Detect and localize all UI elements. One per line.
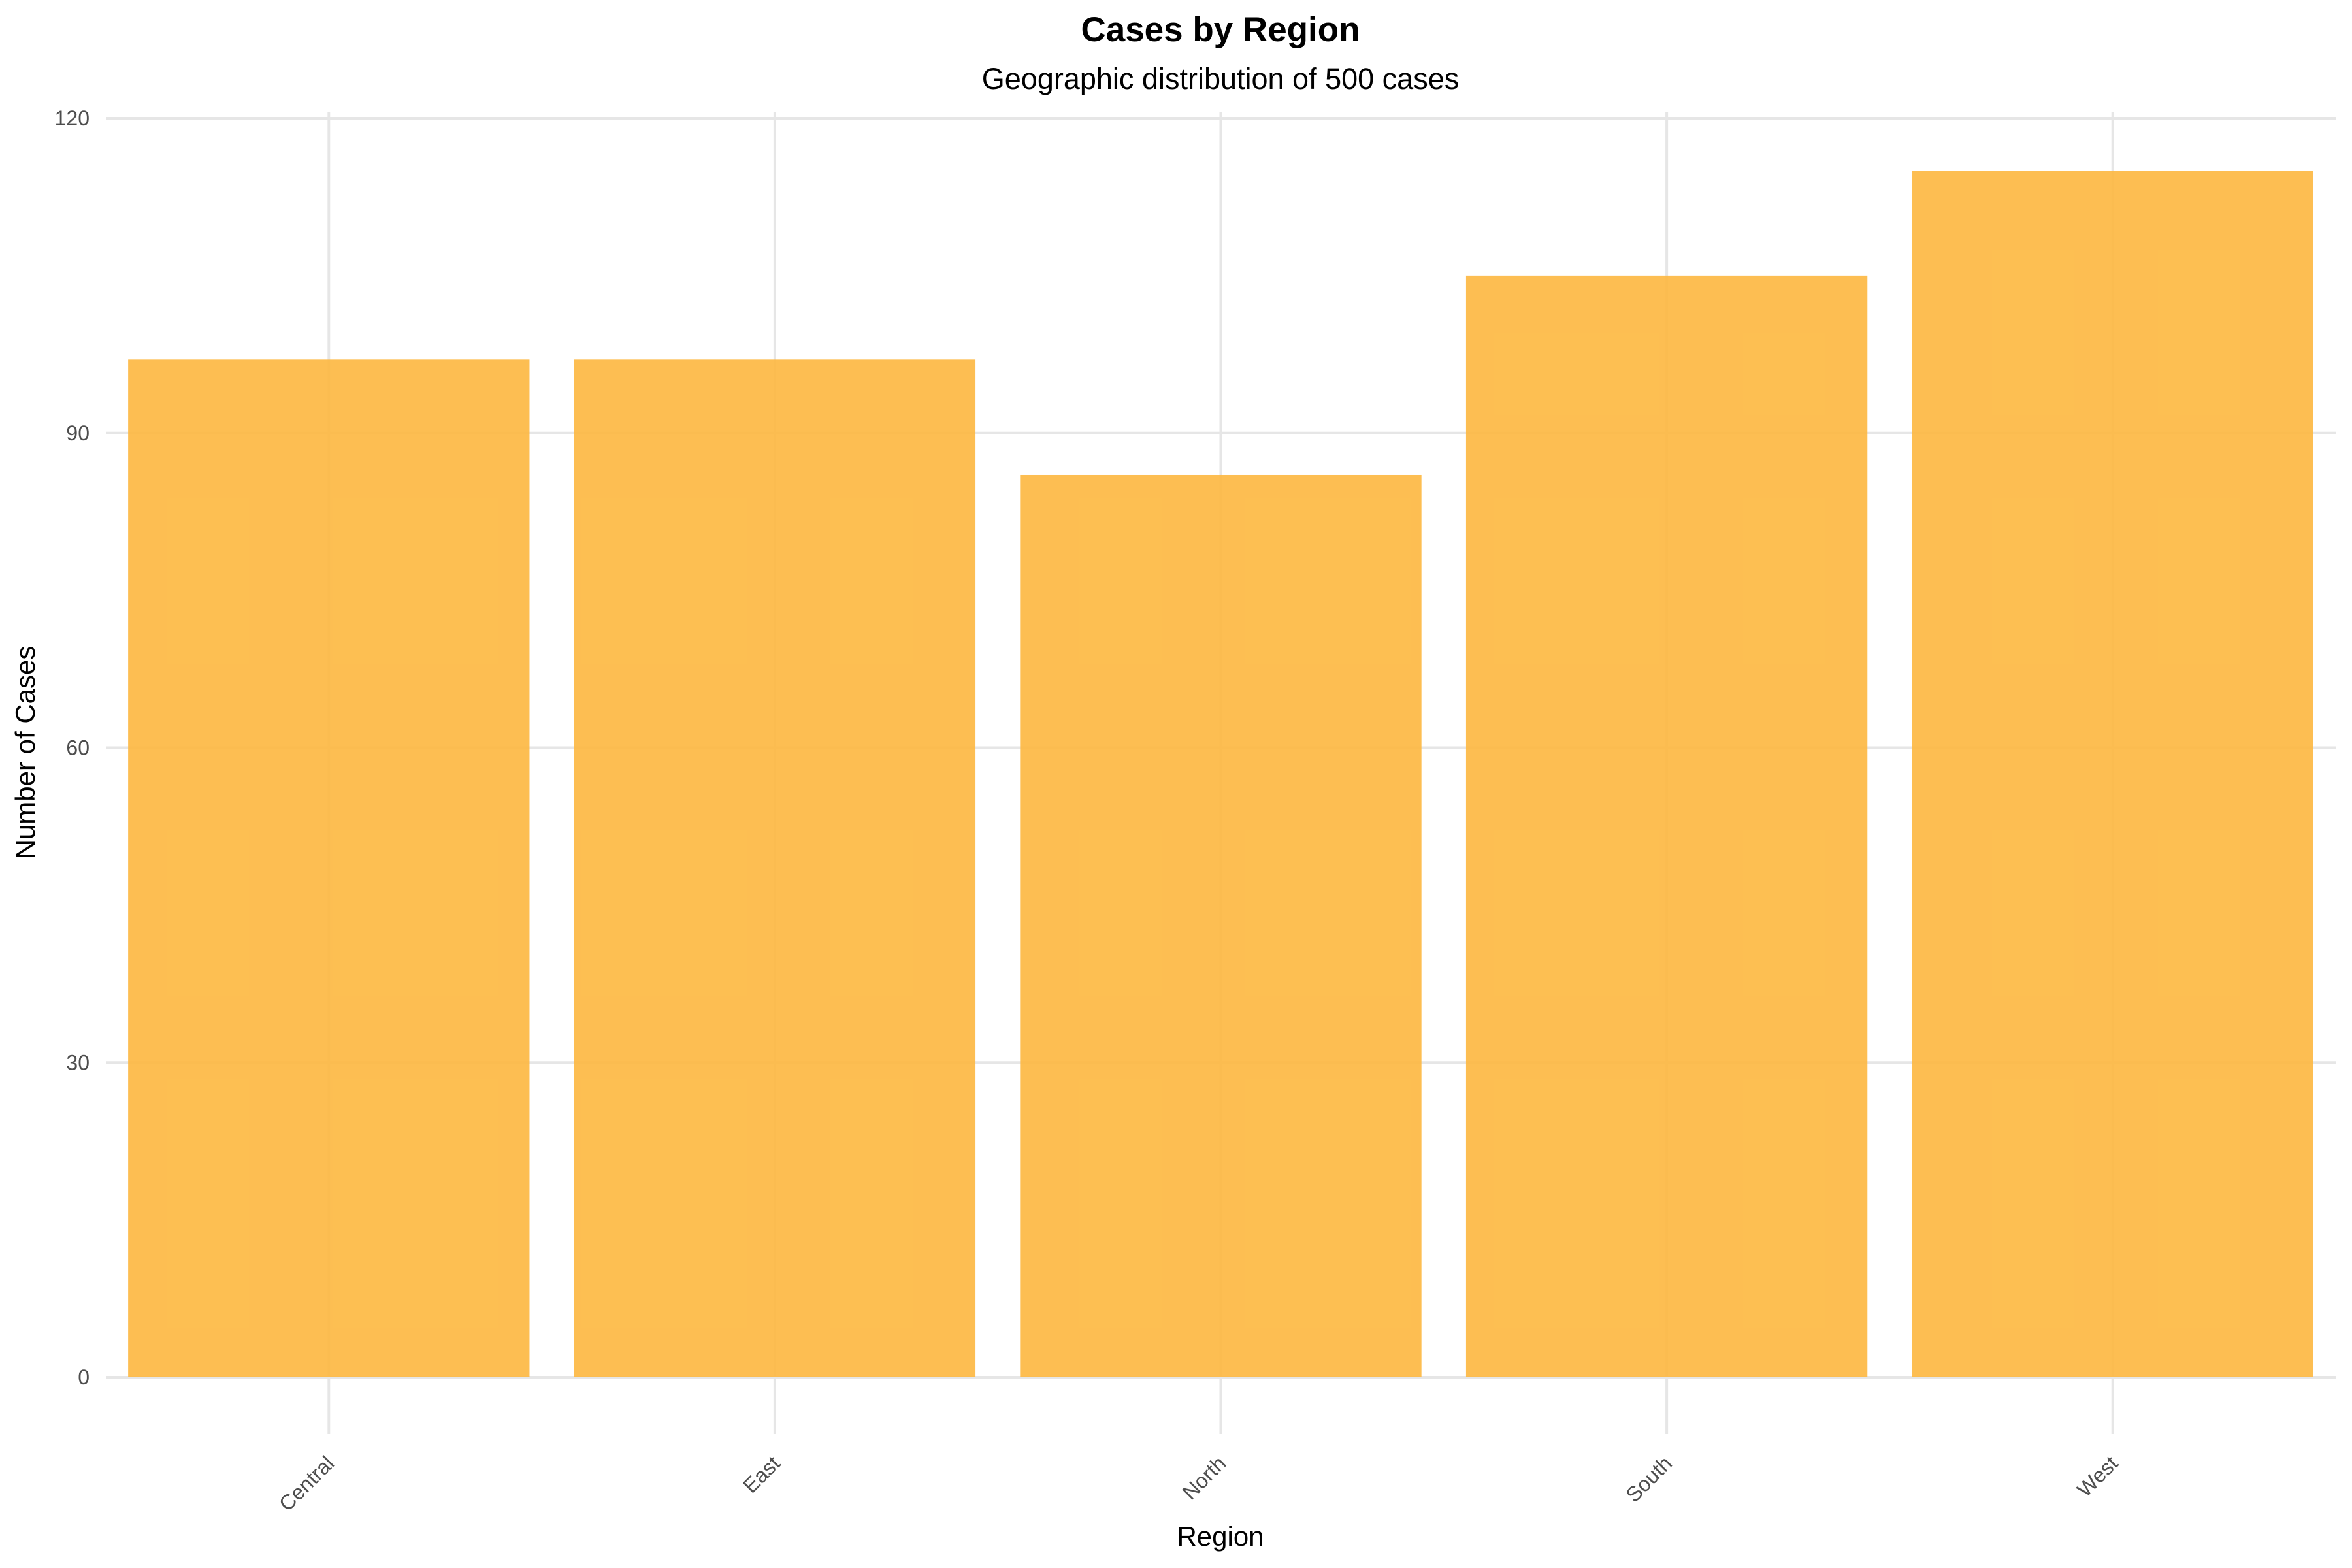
y-tick-label: 90 — [66, 421, 90, 445]
chart-subtitle: Geographic distribution of 500 cases — [982, 62, 1459, 95]
bars — [128, 171, 2313, 1378]
bar-south — [1465, 275, 1868, 1377]
x-tick-label: Central — [274, 1451, 338, 1515]
x-axis-ticks: Central East North South West — [274, 1451, 2123, 1515]
bar-west — [1912, 171, 2313, 1378]
bar-north — [1020, 474, 1422, 1377]
x-tick-label: East — [738, 1451, 785, 1497]
bar-central — [128, 359, 530, 1377]
bar-east — [574, 359, 976, 1377]
y-tick-label: 120 — [55, 106, 90, 130]
y-axis-ticks: 0 30 60 90 120 — [55, 106, 90, 1389]
x-axis-title: Region — [1177, 1521, 1264, 1552]
y-tick-label: 0 — [78, 1365, 90, 1389]
y-axis-title: Number of Cases — [10, 646, 41, 860]
y-tick-label: 30 — [66, 1051, 90, 1074]
x-tick-label: North — [1178, 1451, 1231, 1504]
x-tick-label: South — [1621, 1451, 1676, 1507]
chart-title: Cases by Region — [1081, 10, 1360, 49]
y-tick-label: 60 — [66, 736, 90, 760]
x-tick-label: West — [2072, 1451, 2123, 1501]
